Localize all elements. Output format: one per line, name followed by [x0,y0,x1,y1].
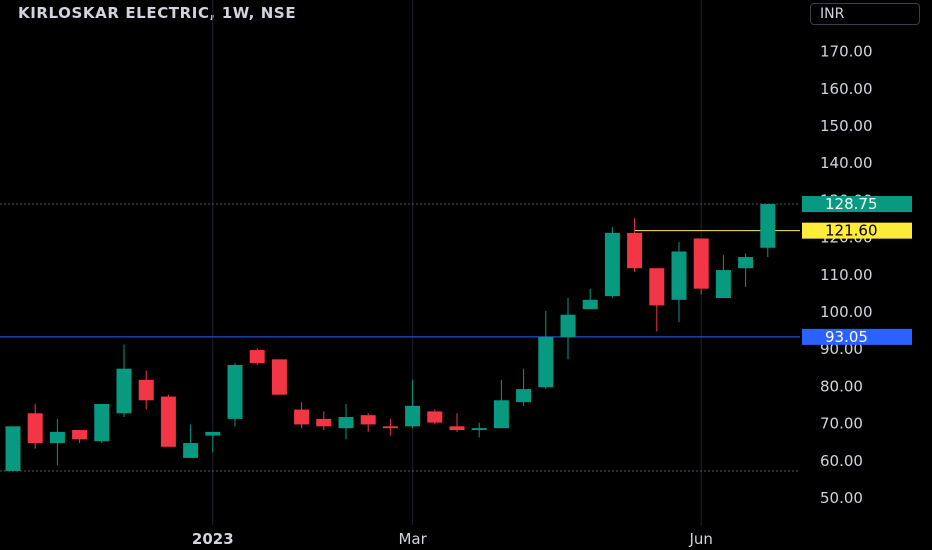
y-tick-label-0: 50.00 [820,489,863,507]
y-tick-label-10: 150.00 [820,117,873,135]
last-price-tag-label: 128.75 [825,195,878,213]
candle-body-3[interactable] [72,430,88,440]
y-tick-label-12: 170.00 [820,43,873,61]
candle-body-29[interactable] [649,268,665,306]
y-tick-label-3: 80.00 [820,377,863,395]
support-tag-label: 93.05 [825,328,868,346]
candle-body-8[interactable] [183,443,199,458]
x-tick-label-1: Mar [398,530,427,548]
candle-body-13[interactable] [294,409,310,425]
candle-body-26[interactable] [582,299,598,310]
x-tick-label-0: 2023 [192,530,234,548]
y-tick-label-2: 70.00 [820,415,863,433]
candle-body-28[interactable] [627,232,643,269]
x-tick-label-2: Jun [688,530,712,548]
candle-body-21[interactable] [471,428,487,431]
resistance-tag [802,222,912,239]
support-tag [802,328,912,345]
candle-body-30[interactable] [671,251,687,300]
candle-body-33[interactable] [738,257,754,269]
candle-body-19[interactable] [427,411,443,423]
candle-body-9[interactable] [205,431,221,436]
candle-body-2[interactable] [49,431,65,444]
candle-body-31[interactable] [693,238,709,289]
candle-body-1[interactable] [27,413,43,444]
y-tick-label-5: 100.00 [820,303,873,321]
candle-body-32[interactable] [715,270,731,298]
chart-title: KIRLOSKAR ELECTRIC, 1W, NSE [18,4,297,22]
candle-body-4[interactable] [94,404,110,442]
candle-body-23[interactable] [516,389,532,403]
y-tick-label-9: 140.00 [820,154,873,172]
candle-body-7[interactable] [160,396,176,447]
candle-body-16[interactable] [360,415,376,425]
candle-body-34[interactable] [760,204,776,248]
candle-body-22[interactable] [493,400,509,429]
y-tick-label-11: 160.00 [820,80,873,98]
candle-body-5[interactable] [116,368,132,414]
candle-body-14[interactable] [316,418,332,427]
candle-body-11[interactable] [249,350,265,364]
candle-body-25[interactable] [560,314,576,338]
candle-body-15[interactable] [338,417,354,429]
currency-button[interactable]: INR [810,3,920,25]
candle-body-0[interactable] [5,426,21,471]
candle-body-24[interactable] [538,337,554,388]
candle-body-12[interactable] [271,359,287,395]
candle-body-27[interactable] [604,232,620,297]
candle-body-20[interactable] [449,426,465,431]
candle-body-17[interactable] [382,426,398,429]
candle-body-10[interactable] [227,364,243,419]
resistance-tag-label: 121.60 [825,222,878,240]
y-tick-label-1: 60.00 [820,452,863,470]
candle-body-6[interactable] [138,379,154,401]
y-tick-label-6: 110.00 [820,266,873,284]
last-price-tag [802,196,912,213]
candle-body-18[interactable] [405,405,421,427]
